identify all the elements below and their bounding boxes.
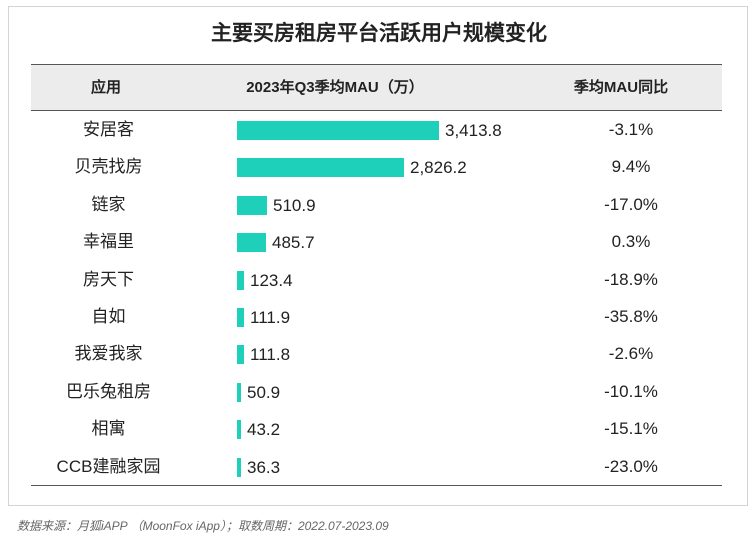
mau-bar	[237, 345, 244, 365]
yoy-value: 9.4%	[611, 157, 651, 177]
app-name: 房天下	[83, 269, 134, 289]
mau-bar	[237, 158, 404, 178]
source-note: 数据来源：月狐iAPP （MoonFox iApp）；取数周期：2022.07-…	[17, 519, 389, 533]
yoy-value: -23.0%	[604, 456, 658, 476]
mau-value-label: 111.8	[250, 345, 291, 365]
yoy-value: -15.1%	[604, 419, 658, 439]
mau-value-label: 485.7	[272, 233, 315, 253]
table-row: 链家 510.9 -17.0%	[31, 186, 722, 223]
mau-value-label: 2,826.2	[410, 158, 467, 178]
mau-bar	[237, 195, 267, 215]
app-name: 巴乐兔租房	[66, 381, 151, 401]
app-name: 贝壳找房	[74, 157, 143, 177]
chart-title: 主要买房租房平台活跃用户规模变化	[211, 22, 547, 45]
table-row: 贝壳找房 2,826.2 9.4%	[31, 148, 722, 185]
mau-bar	[237, 457, 241, 477]
app-name: CCB建融家园	[56, 456, 161, 476]
app-name: 自如	[91, 306, 126, 326]
mau-bar	[237, 307, 244, 327]
mau-value-label: 36.3	[247, 457, 281, 477]
mau-bar	[237, 233, 266, 253]
mau-bar	[237, 420, 241, 440]
app-name: 相寓	[91, 419, 126, 439]
mau-value-label: 111.9	[250, 307, 291, 327]
table-row: 我爱我家 111.8 -2.6%	[31, 335, 722, 372]
mau-value-label: 43.2	[247, 420, 281, 440]
chart-card: 主要买房租房平台活跃用户规模变化 应用 2023年Q3季均MAU（万） 季均MA…	[8, 6, 748, 506]
table-row: 相寓 43.2 -15.1%	[31, 410, 722, 447]
data-table: 应用 2023年Q3季均MAU（万） 季均MAU同比 安居客 3,413.8 -3.…	[31, 64, 722, 486]
yoy-value: -17.0%	[604, 194, 658, 214]
header-app: 应用	[90, 79, 121, 96]
app-name: 安居客	[83, 120, 134, 139]
mau-bar	[237, 382, 241, 402]
yoy-value: 0.3%	[611, 232, 651, 252]
mau-value-label: 510.9	[273, 195, 316, 215]
table-row: 巴乐兔租房 50.9 -10.1%	[31, 373, 722, 410]
yoy-value: -2.6%	[608, 344, 654, 364]
table-header: 应用 2023年Q3季均MAU（万） 季均MAU同比	[31, 64, 722, 111]
header-mau: 2023年Q3季均MAU（万）	[246, 79, 424, 96]
mau-bar	[237, 270, 244, 290]
app-name: 链家	[91, 194, 126, 214]
header-yoy: 季均MAU同比	[573, 79, 669, 96]
mau-value-label: 3,413.8	[445, 121, 502, 140]
yoy-value: -3.1%	[608, 120, 654, 139]
mau-value-label: 123.4	[250, 270, 293, 290]
table-row: 安居客 3,413.8 -3.1%	[31, 111, 722, 148]
yoy-value: -35.8%	[604, 306, 658, 326]
table-row: 房天下 123.4 -18.9%	[31, 261, 722, 298]
app-name: 我爱我家	[74, 344, 143, 364]
mau-value-label: 50.9	[247, 382, 281, 402]
app-name: 幸福里	[83, 232, 134, 252]
table-row: 自如 111.9 -35.8%	[31, 298, 722, 335]
table-body: 安居客 3,413.8 -3.1% 贝壳找房 2,826.2 9.4% 链家 510.9 -17…	[31, 111, 722, 485]
yoy-value: -10.1%	[604, 381, 658, 401]
table-row: CCB建融家园 36.3 -23.0%	[31, 448, 722, 485]
table-row: 幸福里 485.7 0.3%	[31, 223, 722, 260]
mau-bar	[237, 121, 439, 140]
yoy-value: -18.9%	[604, 269, 658, 289]
table-bottom-rule	[31, 484, 722, 486]
